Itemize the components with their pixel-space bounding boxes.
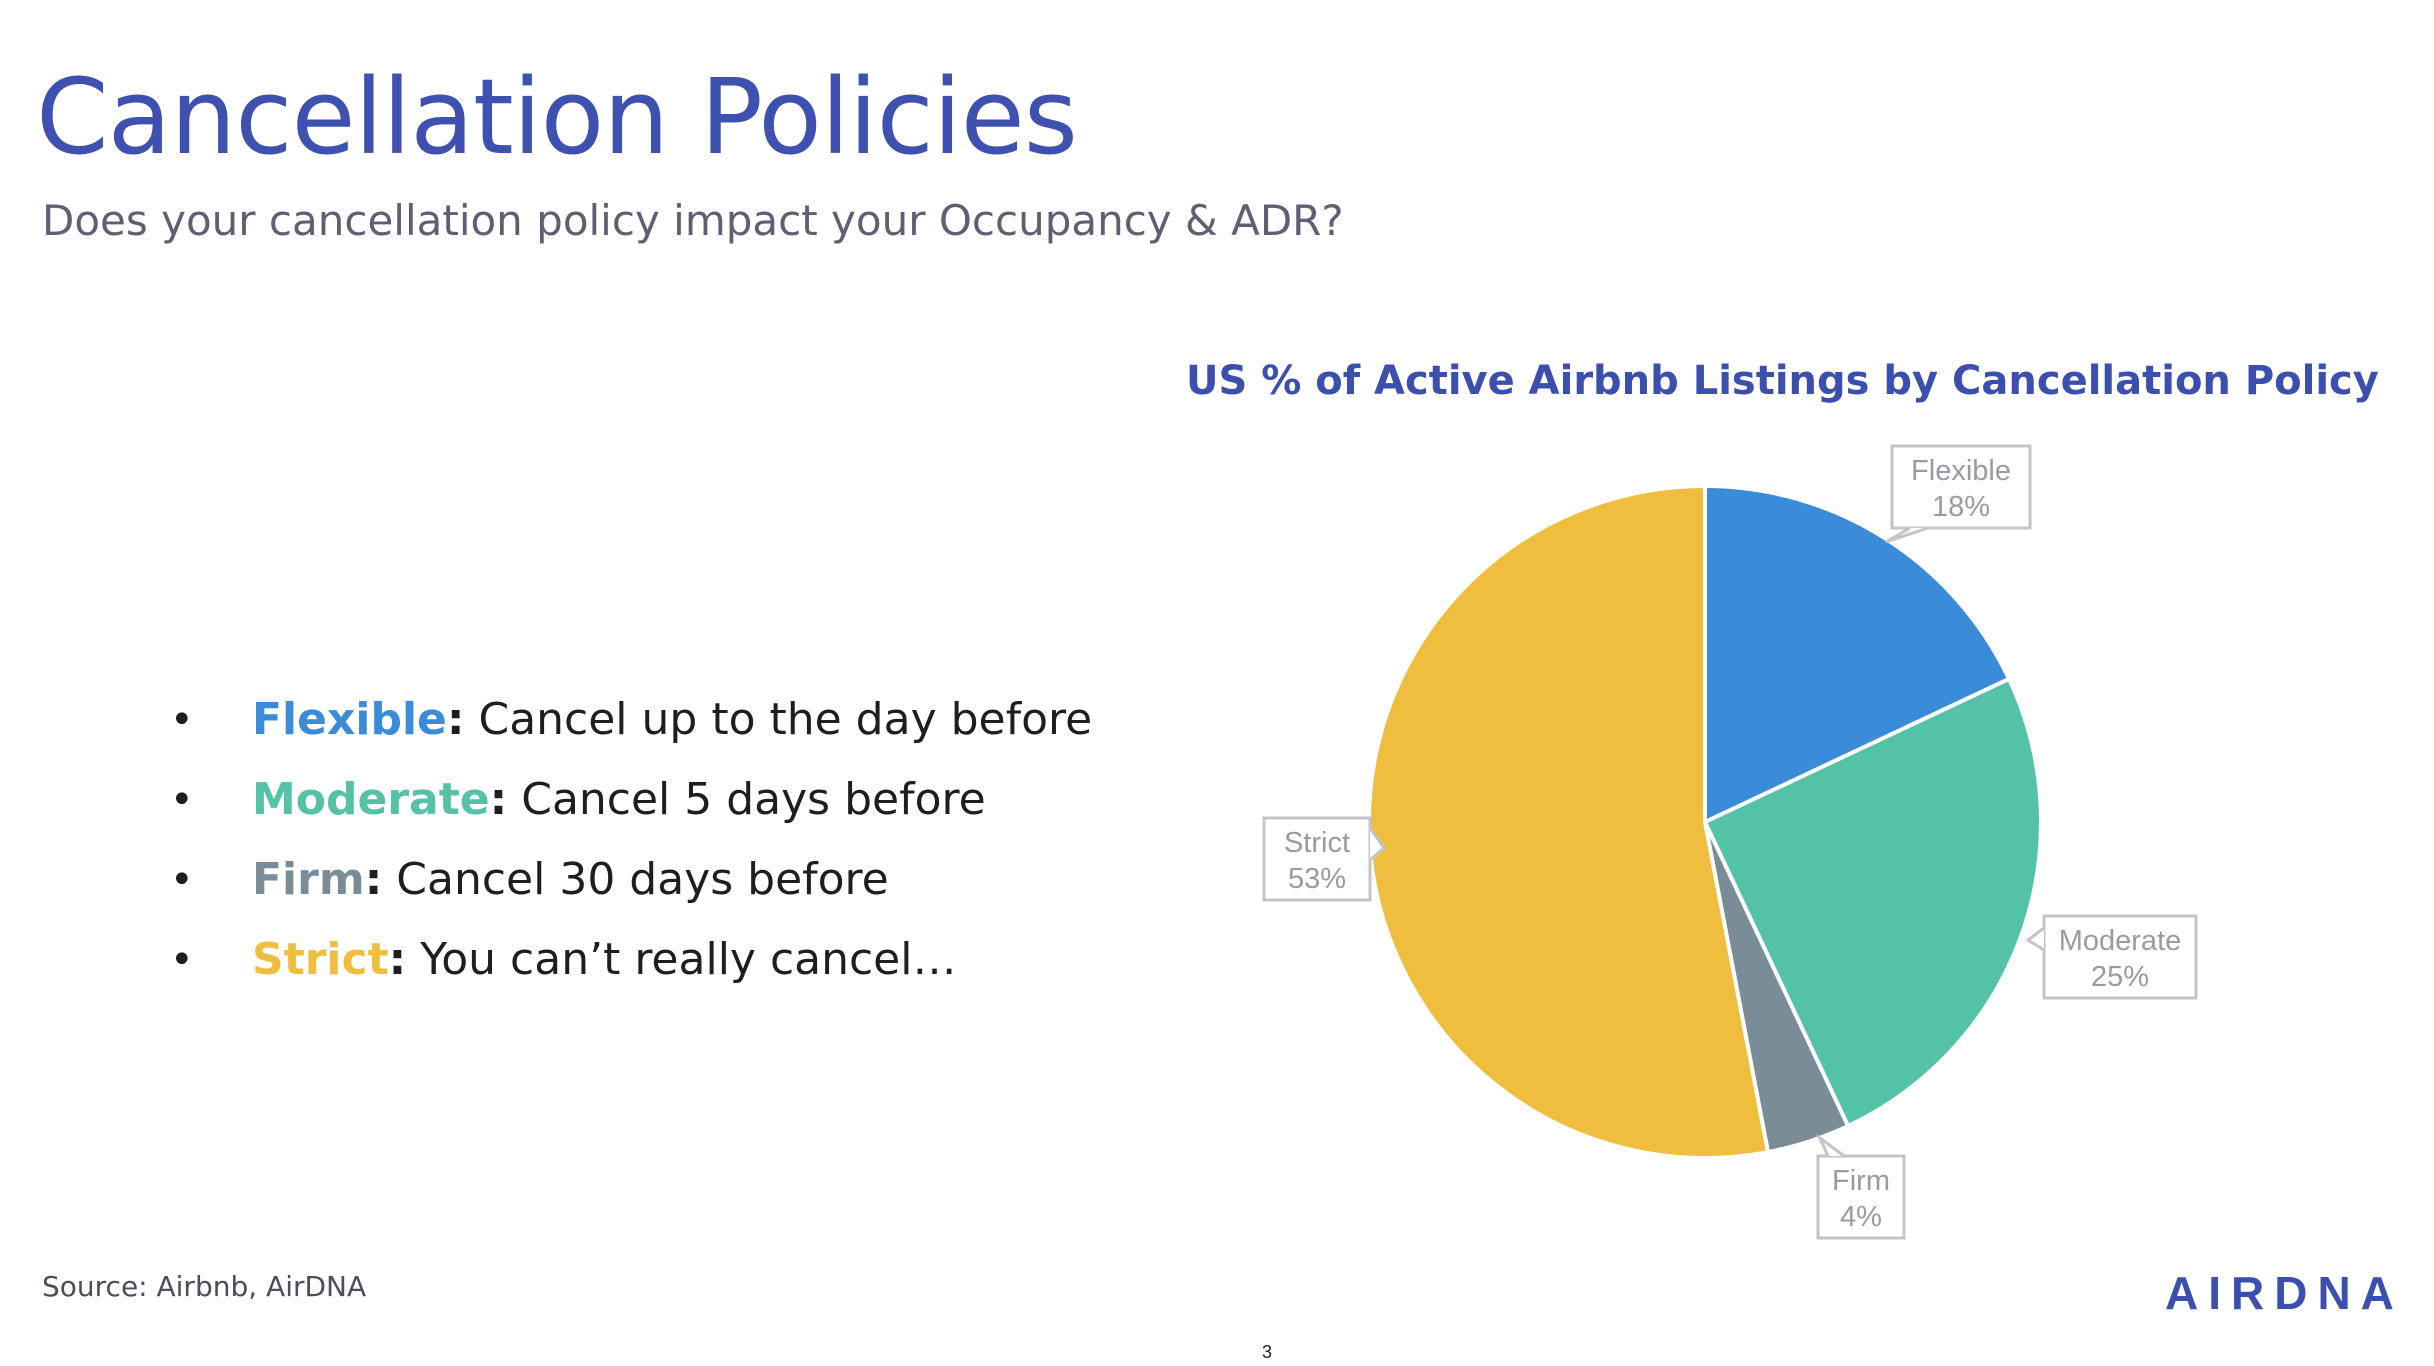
slice-category-label: Flexible	[1911, 455, 2011, 487]
callout-box	[1816, 1154, 1906, 1240]
slice-label-flexible: Flexible 18%	[1885, 444, 2032, 544]
callout-box	[1890, 444, 2032, 530]
policy-description: Cancel up to the day before	[464, 694, 1093, 745]
page-number: 3	[1262, 1342, 1273, 1362]
callout-pointer	[1368, 827, 1387, 862]
pie-slice-flexible	[1703, 484, 2012, 824]
slice-value-label: 18%	[1932, 491, 1990, 523]
policy-item-flexible: • Flexible: Cancel up to the day before	[170, 690, 1092, 770]
callout-pointer	[1816, 1133, 1845, 1158]
policy-colon: :	[446, 694, 465, 745]
policy-colon: :	[364, 854, 383, 905]
slice-label-strict: Strict 53%	[1262, 816, 1387, 902]
slice-value-label: 25%	[2091, 961, 2149, 993]
page-subtitle: Does your cancellation policy impact you…	[42, 196, 1344, 245]
callout-box	[2042, 914, 2198, 1000]
policy-term: Strict	[252, 934, 389, 985]
policy-item-firm: • Firm: Cancel 30 days before	[170, 850, 1092, 930]
bullet-icon: •	[170, 937, 194, 983]
slice-category-label: Firm	[1832, 1165, 1890, 1197]
callout-pointer	[1885, 526, 1929, 544]
slice-category-label: Strict	[1284, 827, 1350, 859]
policy-item-strict: • Strict: You can’t really cancel…	[170, 930, 1092, 1010]
policy-colon: :	[388, 934, 407, 985]
slice-value-label: 4%	[1840, 1201, 1882, 1233]
bullet-icon: •	[170, 857, 194, 903]
slice-label-firm: Firm 4%	[1816, 1133, 1906, 1240]
policy-colon: :	[489, 774, 508, 825]
slice-value-label: 53%	[1288, 863, 1346, 895]
source-note: Source: Airbnb, AirDNA	[42, 1270, 367, 1303]
callout-box	[1262, 816, 1372, 902]
policy-list: • Flexible: Cancel up to the day before …	[170, 690, 1092, 1010]
policy-item-moderate: • Moderate: Cancel 5 days before	[170, 770, 1092, 850]
policy-description: Cancel 5 days before	[507, 774, 986, 825]
policy-term: Flexible	[252, 694, 447, 745]
chart-title: US % of Active Airbnb Listings by Cancel…	[1186, 358, 2379, 404]
bullet-icon: •	[170, 697, 194, 743]
slice-label-moderate: Moderate 25%	[2025, 914, 2198, 1000]
policy-description: Cancel 30 days before	[382, 854, 889, 905]
policy-term: Firm	[252, 854, 365, 905]
pie-slice-moderate	[1703, 676, 2043, 1129]
bullet-icon: •	[170, 777, 194, 823]
callout-pointer	[2025, 926, 2045, 952]
slice-category-label: Moderate	[2059, 925, 2182, 957]
page-title: Cancellation Policies	[36, 56, 1078, 178]
airdna-logo: AIRDNA	[2165, 1267, 2404, 1319]
policy-term: Moderate	[252, 774, 490, 825]
policy-description: You can’t really cancel…	[406, 934, 957, 985]
